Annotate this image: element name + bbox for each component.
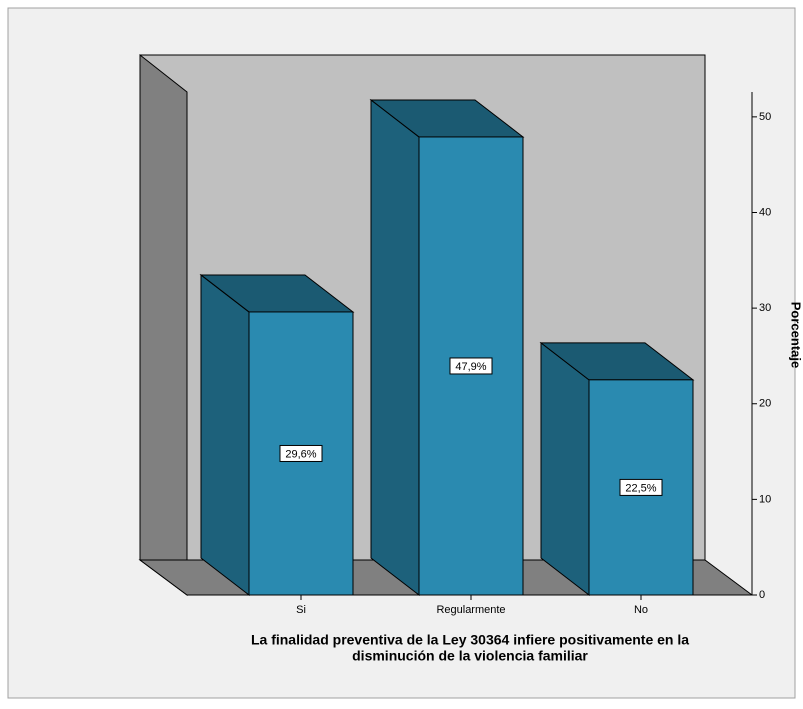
y-tick-label: 10: [759, 493, 771, 505]
x-axis-title: La finalidad preventiva de la Ley 30364 …: [251, 632, 689, 648]
bar-side: [370, 98, 420, 597]
y-tick-label: 0: [759, 589, 765, 601]
value-label: 47,9%: [455, 361, 486, 373]
value-label: 22,5%: [625, 482, 656, 494]
value-label: 29,6%: [285, 448, 316, 460]
bar-side: [540, 341, 590, 597]
side-wall: [139, 53, 188, 596]
y-tick-label: 50: [759, 111, 771, 123]
x-axis-title: disminución de la violencia familiar: [352, 648, 588, 664]
x-tick-label: No: [634, 604, 648, 616]
y-axis-title: Porcentaje: [789, 302, 803, 368]
value-label-box: [279, 444, 323, 462]
y-tick-label: 30: [759, 302, 771, 314]
y-tick-label: 20: [759, 398, 771, 410]
x-tick-label: Regularmente: [436, 604, 505, 616]
bar-side: [200, 273, 250, 597]
x-tick-label: Si: [296, 604, 306, 616]
value-label-box: [619, 478, 663, 496]
y-tick-label: 40: [759, 206, 771, 218]
value-label-box: [449, 357, 493, 375]
